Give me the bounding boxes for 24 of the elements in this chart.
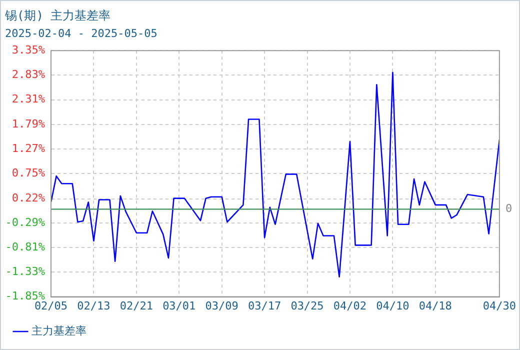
y-tick-label: 2.31% xyxy=(12,92,46,106)
y-tick-label: 2.83% xyxy=(12,68,46,82)
x-tick-label: 04/02 xyxy=(333,299,367,312)
y-tick-label: -0.81% xyxy=(5,240,46,254)
chart-title: 锡(期) 主力基差率 xyxy=(4,8,111,22)
x-tick-label: 02/13 xyxy=(77,299,110,312)
y-tick-label: -1.33% xyxy=(5,265,46,278)
y-tick-label: 0.75% xyxy=(12,166,46,180)
y-tick-label: 0.22% xyxy=(12,192,46,205)
y-tick-label: -0.29% xyxy=(5,216,46,229)
x-tick-label: 04/30 xyxy=(482,299,516,312)
y-tick-label: 1.79% xyxy=(12,117,46,130)
x-tick-label: 04/10 xyxy=(376,299,410,312)
x-tick-label: 03/01 xyxy=(162,299,196,312)
x-tick-label: 03/09 xyxy=(205,299,238,312)
x-tick-label: 04/18 xyxy=(418,299,452,312)
x-tick-label: 03/25 xyxy=(290,299,324,312)
x-tick-label: 02/21 xyxy=(120,299,153,312)
legend-label: 主力基差率 xyxy=(32,324,86,338)
y-tick-label: 1.27% xyxy=(12,142,46,155)
y-tick-label: 3.35% xyxy=(12,43,46,56)
chart-subtitle: 2025-02-04 - 2025-05-05 xyxy=(5,26,158,40)
ref-line-label: 0 xyxy=(505,202,512,216)
x-tick-label: 03/17 xyxy=(248,299,282,312)
